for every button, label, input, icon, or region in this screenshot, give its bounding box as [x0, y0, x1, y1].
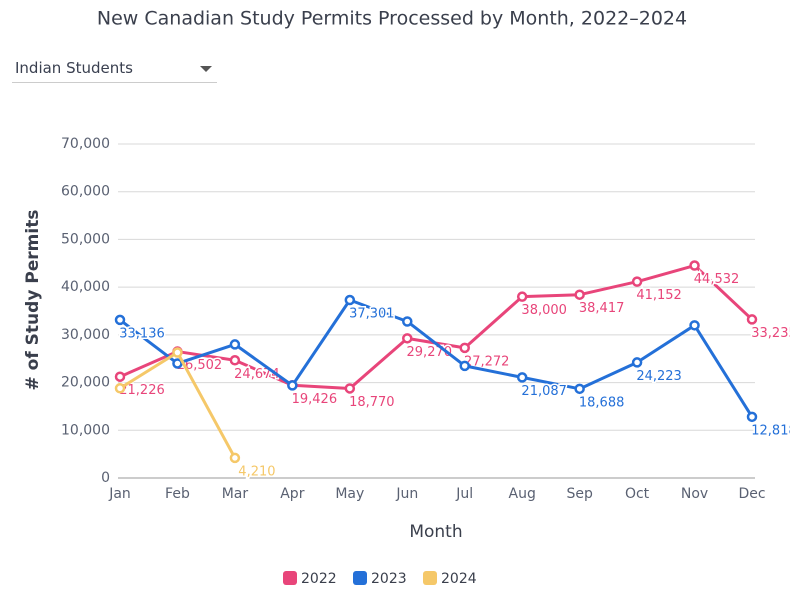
data-point: [229, 339, 241, 350]
y-axis-title: # of Study Permits: [23, 210, 43, 391]
x-tick-label: Mar: [222, 486, 249, 502]
data-point: [172, 347, 183, 358]
data-label: 29,270: [407, 345, 453, 360]
chart-title: New Canadian Study Permits Processed by …: [97, 8, 687, 30]
data-point: [172, 358, 183, 369]
data-label: 12,818: [751, 423, 790, 438]
x-tick-label: Dec: [738, 486, 765, 502]
legend-label: 2024: [441, 571, 477, 587]
data-label: 18,688: [579, 395, 625, 410]
data-point: [114, 383, 126, 394]
data-label: 18,770: [349, 395, 395, 410]
data-point: [459, 342, 470, 354]
y-tick-label: 60,000: [61, 184, 110, 200]
data-point: [574, 289, 585, 300]
series-line: [119, 351, 237, 459]
data-point: [172, 346, 183, 357]
data-point: [631, 357, 643, 368]
data-label: 27,272: [464, 354, 510, 369]
data-label: 38,000: [521, 303, 567, 318]
y-tick-label: 0: [101, 470, 110, 486]
x-tick-label: May: [335, 486, 364, 502]
data-label: 4,210: [238, 464, 275, 479]
data-label: 41,152: [636, 288, 682, 303]
data-point: [344, 383, 356, 394]
data-label: 33,235: [751, 326, 790, 341]
data-label: 24,223: [636, 369, 682, 384]
data-point: [459, 360, 470, 372]
data-point: [689, 320, 700, 331]
series-line: [119, 264, 754, 390]
data-point: [689, 260, 700, 271]
x-tick-label: Apr: [280, 486, 304, 502]
data-point: [114, 371, 126, 382]
x-tick-label: Sep: [566, 486, 593, 502]
dropdown[interactable]: Indian Students: [12, 54, 217, 83]
data-label: 19,426: [292, 392, 338, 407]
y-tick-label: 10,000: [61, 422, 110, 438]
data-label: 24,674: [234, 367, 280, 382]
x-tick-label: Feb: [165, 486, 190, 502]
x-tick-label: Aug: [509, 486, 536, 502]
x-tick-label: Jun: [395, 486, 418, 502]
data-label: 37,301: [349, 307, 395, 322]
legend-swatch: [423, 571, 437, 585]
data-point: [229, 355, 241, 366]
x-tick-label: Jul: [455, 486, 473, 502]
x-axis-title: Month: [409, 522, 462, 542]
legend-swatch: [353, 571, 367, 585]
data-label: 21,087: [521, 384, 567, 399]
data-point: [287, 380, 298, 391]
y-tick-label: 40,000: [61, 279, 110, 295]
x-tick-label: Jan: [108, 486, 131, 502]
data-point: [287, 380, 298, 391]
data-label: 21,226: [119, 383, 165, 398]
data-point: [344, 294, 356, 306]
data-point: [631, 276, 643, 287]
data-label: 26,502: [177, 358, 223, 373]
y-tick-label: 50,000: [61, 231, 110, 247]
data-point: [229, 452, 241, 464]
y-tick-label: 20,000: [61, 375, 110, 391]
data-point: [574, 383, 585, 395]
data-point: [516, 291, 528, 302]
y-tick-label: 30,000: [61, 327, 110, 343]
dropdown-label: Indian Students: [15, 59, 133, 77]
data-point: [114, 314, 126, 326]
data-point: [402, 316, 413, 327]
data-point: [746, 314, 758, 325]
data-point: [516, 372, 528, 383]
data-point: [746, 411, 758, 423]
dropdown-arrow: [200, 66, 212, 72]
data-label: 38,417: [579, 301, 625, 316]
data-label: 44,532: [694, 272, 740, 287]
legend-swatch: [283, 571, 297, 585]
y-tick-label: 70,000: [61, 136, 110, 152]
legend-label: 2023: [371, 571, 407, 587]
data-point: [402, 333, 413, 344]
legend-label: 2022: [301, 571, 337, 587]
data-label: 33,136: [119, 326, 165, 341]
series-line: [119, 298, 754, 418]
x-tick-label: Nov: [681, 486, 708, 502]
x-tick-label: Oct: [625, 486, 650, 502]
